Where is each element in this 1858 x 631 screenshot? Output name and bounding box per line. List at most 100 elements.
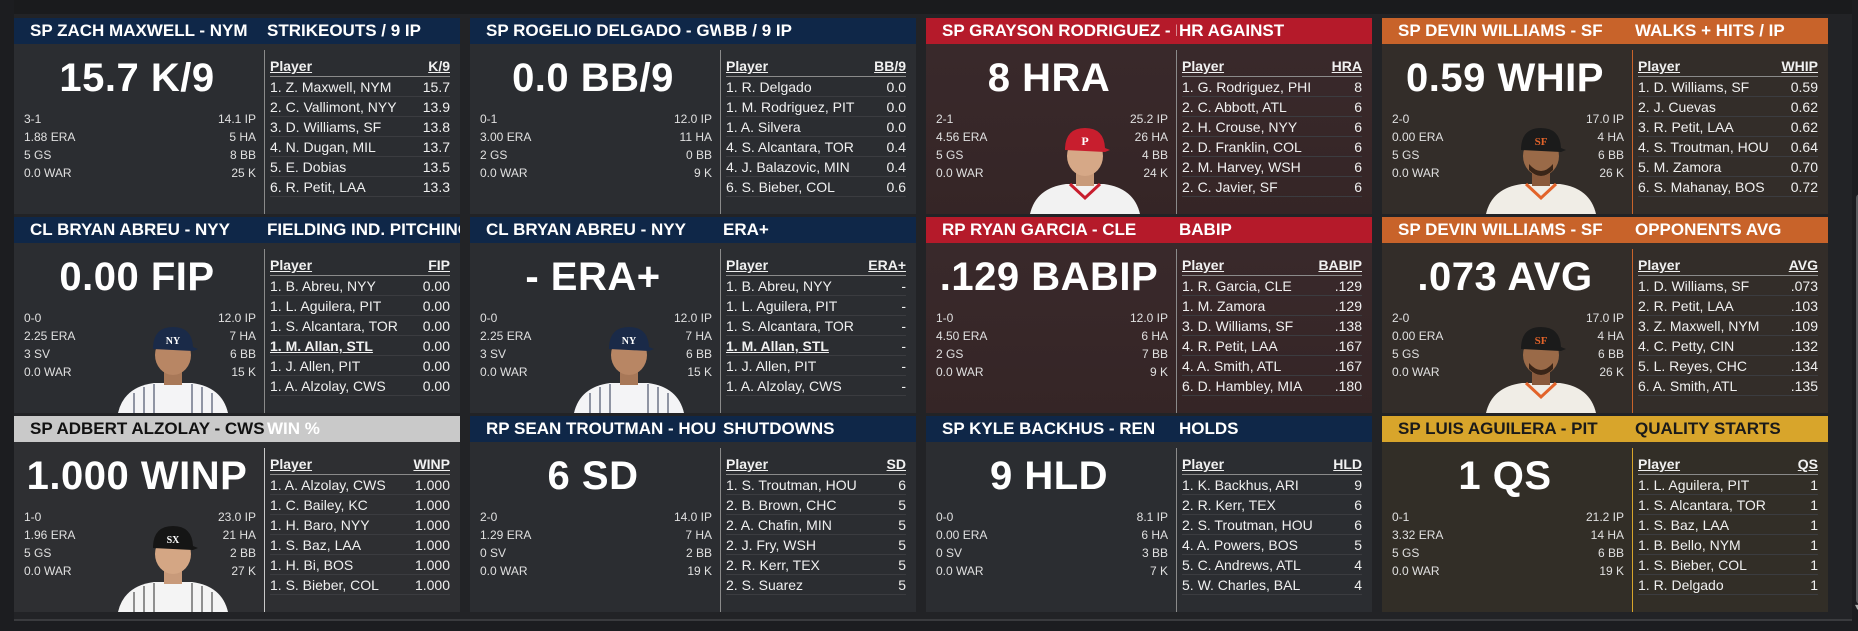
- scroll-down-icon[interactable]: ▾: [1855, 602, 1858, 613]
- table-row-hovered[interactable]: 1. M. Allan, STL -: [726, 336, 906, 356]
- player-name[interactable]: 1. S. Baz, LAA: [270, 537, 362, 553]
- player-name[interactable]: 1. M. Zamora: [1182, 298, 1266, 314]
- player-name[interactable]: 2. A. Chafin, MIN: [726, 517, 832, 533]
- player-name[interactable]: 6. S. Bieber, COL: [726, 179, 835, 195]
- player-name[interactable]: 1. B. Bello, NYM: [1638, 537, 1741, 553]
- table-row[interactable]: 5. L. Reyes, CHC .134: [1638, 356, 1818, 376]
- player-name[interactable]: 1. M. Rodriguez, PIT: [726, 99, 855, 115]
- stat-column-header[interactable]: AVG: [1788, 257, 1818, 273]
- player-name[interactable]: 5. M. Zamora: [1638, 159, 1722, 175]
- leader-card-holds[interactable]: SP KYLE BACKHUS - REN HOLDS 9 HLD 0-0 8.1…: [926, 416, 1372, 612]
- player-name[interactable]: 4. S. Troutman, HOU: [1638, 139, 1769, 155]
- table-row[interactable]: 1. S. Bieber, COL 1.000: [270, 575, 450, 595]
- player-name-link[interactable]: 1. M. Allan, STL: [726, 338, 829, 354]
- leader-card-opponents-avg[interactable]: SP DEVIN WILLIAMS - SF OPPONENTS AVG .07…: [1382, 217, 1828, 413]
- player-name[interactable]: 1. S. Alcantara, TOR: [726, 318, 854, 334]
- table-row[interactable]: 1. L. Aguilera, PIT 0.00: [270, 296, 450, 316]
- player-name[interactable]: 1. R. Delgado: [726, 79, 812, 95]
- table-row[interactable]: 6. S. Bieber, COL 0.6: [726, 177, 906, 197]
- table-row[interactable]: 1. B. Abreu, NYY 0.00: [270, 276, 450, 296]
- player-name[interactable]: 1. H. Baro, NYY: [270, 517, 370, 533]
- stat-column-header[interactable]: BABIP: [1318, 257, 1362, 273]
- player-name[interactable]: 4. A. Smith, ATL: [1182, 358, 1282, 374]
- table-row[interactable]: 1. D. Williams, SF 0.59: [1638, 77, 1818, 97]
- table-row[interactable]: 2. R. Petit, LAA .103: [1638, 296, 1818, 316]
- table-row[interactable]: 1. M. Zamora .129: [1182, 296, 1362, 316]
- player-name[interactable]: 1. L. Aguilera, PIT: [1638, 477, 1750, 493]
- player-name[interactable]: 5. W. Charles, BAL: [1182, 577, 1301, 593]
- player-column-header[interactable]: Player: [1182, 58, 1225, 74]
- table-row[interactable]: 2. S. Troutman, HOU 6: [1182, 515, 1362, 535]
- player-name[interactable]: 2. R. Kerr, TEX: [1182, 497, 1276, 513]
- player-name[interactable]: 3. Z. Maxwell, NYM: [1638, 318, 1760, 334]
- player-name[interactable]: 1. S. Troutman, HOU: [726, 477, 857, 493]
- player-name[interactable]: 2. J. Fry, WSH: [726, 537, 816, 553]
- table-row[interactable]: 2. B. Brown, CHC 5: [726, 495, 906, 515]
- player-name[interactable]: 2. M. Harvey, WSH: [1182, 159, 1301, 175]
- table-row[interactable]: 1. A. Alzolay, CWS 1.000: [270, 475, 450, 495]
- player-column-header[interactable]: Player: [270, 456, 313, 472]
- player-name[interactable]: 5. L. Reyes, CHC: [1638, 358, 1747, 374]
- player-name[interactable]: 1. D. Williams, SF: [1638, 278, 1750, 294]
- player-name[interactable]: 4. N. Dugan, MIL: [270, 139, 376, 155]
- player-name[interactable]: 1. Z. Maxwell, NYM: [270, 79, 392, 95]
- player-name[interactable]: 2. S. Troutman, HOU: [1182, 517, 1313, 533]
- table-row[interactable]: 1. S. Alcantara, TOR 1: [1638, 495, 1818, 515]
- player-name[interactable]: 4. C. Petty, CIN: [1638, 338, 1735, 354]
- player-name[interactable]: 2. H. Crouse, NYY: [1182, 119, 1298, 135]
- leader-card-hr-against[interactable]: SP GRAYSON RODRIGUEZ - PHI HR AGAINST 8 …: [926, 18, 1372, 214]
- table-row[interactable]: 1. B. Bello, NYM 1: [1638, 535, 1818, 555]
- player-name[interactable]: 2. J. Cuevas: [1638, 99, 1716, 115]
- player-column-header[interactable]: Player: [726, 58, 769, 74]
- player-name[interactable]: 1. L. Aguilera, PIT: [726, 298, 838, 314]
- stat-column-header[interactable]: FIP: [428, 257, 450, 273]
- table-row[interactable]: 6. A. Smith, ATL .135: [1638, 376, 1818, 396]
- leader-card-quality-starts[interactable]: SP LUIS AGUILERA - PIT QUALITY STARTS 1 …: [1382, 416, 1828, 612]
- table-row-hovered[interactable]: 1. M. Allan, STL 0.00: [270, 336, 450, 356]
- leader-card-babip[interactable]: RP RYAN GARCIA - CLE BABIP .129 BABIP 1-…: [926, 217, 1372, 413]
- scrollbar-thumb[interactable]: [1856, 194, 1858, 604]
- leader-card-era-plus[interactable]: CL BRYAN ABREU - NYY ERA+ - ERA+ 0-0 12.0…: [470, 217, 916, 413]
- table-row[interactable]: 6. D. Hambley, MIA .180: [1182, 376, 1362, 396]
- table-row[interactable]: 1. S. Alcantara, TOR -: [726, 316, 906, 336]
- player-name-link[interactable]: 1. M. Allan, STL: [270, 338, 373, 354]
- player-name[interactable]: 1. J. Allen, PIT: [726, 358, 817, 374]
- table-row[interactable]: 4. N. Dugan, MIL 13.7: [270, 137, 450, 157]
- table-row[interactable]: 2. S. Suarez 5: [726, 575, 906, 595]
- table-row[interactable]: 1. K. Backhus, ARI 9: [1182, 475, 1362, 495]
- table-row[interactable]: 1. G. Rodriguez, PHI 8: [1182, 77, 1362, 97]
- stat-column-header[interactable]: WINP: [413, 456, 450, 472]
- player-name[interactable]: 1. B. Abreu, NYY: [270, 278, 376, 294]
- player-name[interactable]: 4. R. Petit, LAA: [1182, 338, 1278, 354]
- table-row[interactable]: 3. R. Petit, LAA 0.62: [1638, 117, 1818, 137]
- player-name[interactable]: 1. B. Abreu, NYY: [726, 278, 832, 294]
- player-name[interactable]: 1. D. Williams, SF: [1638, 79, 1750, 95]
- table-row[interactable]: 1. R. Delgado 1: [1638, 575, 1818, 595]
- table-row[interactable]: 2. M. Harvey, WSH 6: [1182, 157, 1362, 177]
- table-row[interactable]: 1. Z. Maxwell, NYM 15.7: [270, 77, 450, 97]
- player-name[interactable]: 5. E. Dobias: [270, 159, 347, 175]
- player-name[interactable]: 5. C. Andrews, ATL: [1182, 557, 1301, 573]
- player-name[interactable]: 1. S. Baz, LAA: [1638, 517, 1730, 533]
- table-row[interactable]: 3. D. Williams, SF .138: [1182, 316, 1362, 336]
- table-row[interactable]: 1. J. Allen, PIT -: [726, 356, 906, 376]
- table-row[interactable]: 1. J. Allen, PIT 0.00: [270, 356, 450, 376]
- table-row[interactable]: 2. J. Fry, WSH 5: [726, 535, 906, 555]
- table-row[interactable]: 2. C. Vallimont, NYY 13.9: [270, 97, 450, 117]
- player-name[interactable]: 1. A. Alzolay, CWS: [270, 378, 386, 394]
- player-name[interactable]: 2. B. Brown, CHC: [726, 497, 837, 513]
- player-name[interactable]: 3. D. Williams, SF: [270, 119, 382, 135]
- player-name[interactable]: 4. S. Alcantara, TOR: [726, 139, 854, 155]
- leader-card-win-pct[interactable]: SP ADBERT ALZOLAY - CWS WIN % 1.000 WINP…: [14, 416, 460, 612]
- player-name[interactable]: 4. J. Balazovic, MIN: [726, 159, 850, 175]
- table-row[interactable]: 5. E. Dobias 13.5: [270, 157, 450, 177]
- player-name[interactable]: 1. J. Allen, PIT: [270, 358, 361, 374]
- player-column-header[interactable]: Player: [726, 257, 769, 273]
- player-name[interactable]: 6. A. Smith, ATL: [1638, 378, 1738, 394]
- table-row[interactable]: 2. H. Crouse, NYY 6: [1182, 117, 1362, 137]
- player-name[interactable]: 1. A. Silvera: [726, 119, 801, 135]
- table-row[interactable]: 2. C. Abbott, ATL 6: [1182, 97, 1362, 117]
- player-column-header[interactable]: Player: [1182, 257, 1225, 273]
- leader-card-fip[interactable]: CL BRYAN ABREU - NYY FIELDING IND. PITCH…: [14, 217, 460, 413]
- player-name[interactable]: 1. L. Aguilera, PIT: [270, 298, 382, 314]
